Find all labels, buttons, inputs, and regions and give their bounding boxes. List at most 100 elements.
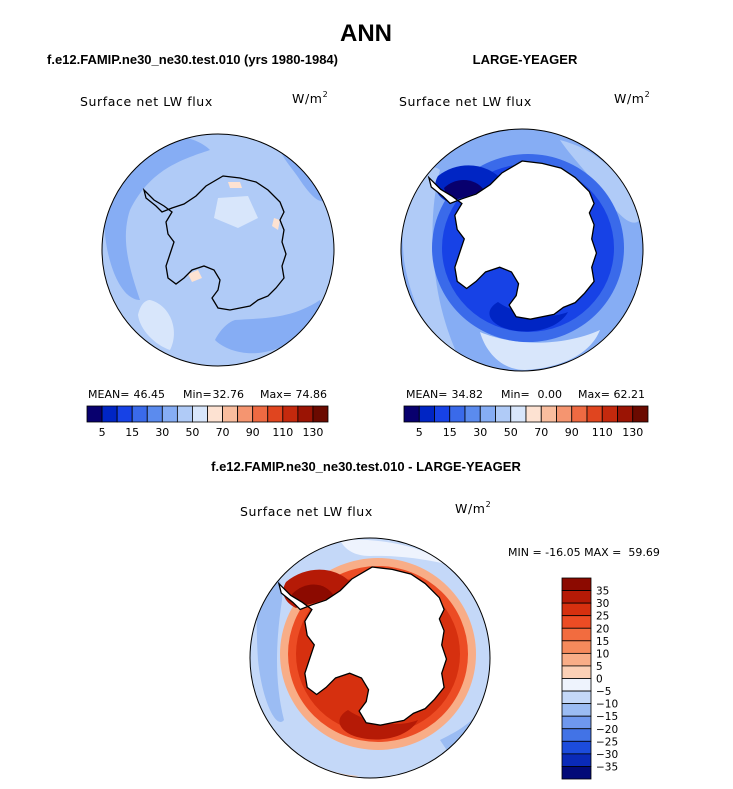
panel-b-colorbar-tick-label: 50 — [504, 426, 518, 439]
panel-c-colorbar-box — [561, 577, 592, 591]
panel-c-colorbar-box — [561, 640, 592, 654]
panel-b-colorbar-tick-label: 15 — [443, 426, 457, 439]
panel-a-max-value: 74.86 — [296, 388, 328, 401]
panel-b-colorbar-box — [510, 405, 527, 423]
panel-a-colorbar-box — [267, 405, 284, 423]
panel-a-map-border — [101, 133, 335, 367]
panel-c-title: f.e12.FAMIP.ne30_ne30.test.010 - LARGE-Y… — [211, 459, 521, 474]
panel-b-colorbar-tick-label: 130 — [622, 426, 643, 439]
panel-a-colorbar-tick-label: 130 — [302, 426, 323, 439]
panel-a-colorbar-box — [101, 405, 118, 423]
panel-b-mean-label: MEAN= — [406, 388, 447, 401]
panel-c-colorbar-tick-label: 25 — [596, 611, 609, 623]
panel-a-ocean-blob — [138, 300, 174, 350]
panel-a-colorbar-box — [146, 405, 163, 423]
panel-b-ocean-blob — [480, 330, 600, 370]
panel-a-colorbar-box — [282, 405, 299, 423]
panel-c-weddell-core — [292, 584, 334, 606]
panel-c-colorbar-box — [561, 740, 592, 755]
panel-a-colorbar-tick-label: 90 — [246, 426, 260, 439]
panel-b-min-label: Min= — [501, 388, 530, 401]
panel-b-colorbar-box — [632, 405, 649, 423]
panel-a-colorbar-tick-label: 50 — [185, 426, 199, 439]
panel-a-map — [102, 134, 334, 366]
panel-b-colorbar-tick-label: 30 — [473, 426, 487, 439]
panel-c-units: W/m2 — [455, 500, 491, 516]
panel-b-colorbar-box — [586, 405, 603, 423]
panel-a-ocean-blob — [103, 136, 210, 300]
panel-a-units: W/m2 — [292, 90, 328, 106]
panel-c-colorbar-box — [561, 728, 592, 742]
panel-b: Surface net LW flux W/m2 MEAN= 34.82 Mi — [399, 90, 650, 439]
panel-c-colorbar-box — [561, 715, 592, 730]
panel-c-colorbar-box — [561, 690, 592, 705]
panel-b-colorbar-tick-label: 70 — [534, 426, 548, 439]
panel-a-colorbar-box — [297, 405, 314, 423]
panel-a-colorbar-tick-label: 30 — [155, 426, 169, 439]
panel-a-ice-shelf-patch — [228, 182, 242, 188]
panel-b-colorbar-tick-label: 110 — [592, 426, 613, 439]
panel-a-colorbar-tick-label: 70 — [216, 426, 230, 439]
panel-a-colorbar-box — [116, 405, 133, 423]
panel-a-min-label: Min= — [183, 388, 212, 401]
panel-c-colorbar-tick-label: −10 — [596, 699, 618, 711]
panel-c-colorbar-tick-label: 35 — [596, 586, 609, 598]
panel-c-ocean-blob — [256, 575, 284, 722]
panel-c-colorbar-tick-label: −5 — [596, 686, 611, 698]
panel-b-colorbar-box — [479, 405, 496, 423]
panel-a-min-value: 32.76 — [213, 388, 245, 401]
panel-c-colorbar-tick-label: 20 — [596, 623, 609, 635]
panel-b-colorbar-box — [525, 405, 542, 423]
panel-b-colorbar-box — [434, 405, 451, 423]
panel-a-colorbar-box — [207, 405, 223, 423]
figure-title: ANN — [340, 20, 392, 47]
panel-a-colorbar-tick-label: 15 — [125, 426, 139, 439]
panel-a-ocean-blob — [280, 150, 326, 202]
panel-b-units: W/m2 — [614, 90, 650, 106]
panel-b-colorbar-box — [571, 405, 588, 423]
panel-b-map — [401, 129, 643, 371]
panel-a-colorbar-box — [192, 405, 208, 423]
panel-b-mean-value: 34.82 — [452, 388, 484, 401]
panel-c-colorbar-tick-label: 0 — [596, 674, 603, 686]
panel-a-colorbar-tick-label: 5 — [99, 426, 106, 439]
panel-b-title: LARGE-YEAGER — [473, 52, 578, 67]
panel-c-variable-label: Surface net LW flux — [240, 504, 373, 519]
panel-b-map-border — [400, 128, 644, 372]
panel-b-ocean-blob — [560, 140, 640, 223]
panel-a-colorbar-box — [222, 405, 239, 423]
panel-b-colorbar-box — [464, 405, 481, 423]
panel-c-map-border — [249, 537, 491, 779]
panel-b-colorbar-box — [556, 405, 573, 423]
panel-c-colorbar-box — [561, 627, 592, 642]
panel-c-min-max: MIN = -16.05 MAX = 59.69 — [508, 546, 660, 559]
panel-b-colorbar-box — [449, 405, 466, 423]
panel-a-mean-label: MEAN= — [88, 388, 129, 401]
panel-b-min-value: 0.00 — [538, 388, 563, 401]
panel-b-colorbar: 5 15 30 50 70 90 110 130 — [403, 405, 649, 439]
panel-c-colorbar-box — [561, 665, 592, 679]
panel-b-colorbar-box — [418, 405, 435, 423]
panel-b-stats: MEAN= 34.82 Min= 0.00 Max= 62.21 — [406, 388, 645, 401]
panel-b-max-label: Max= — [578, 388, 610, 401]
panel-c-colorbar-box — [561, 703, 592, 717]
panel-b-colorbar-box — [495, 405, 512, 423]
panel-c: Surface net LW flux W/m2 MIN = -16.05 MA… — [240, 500, 660, 780]
panel-b-ocean-blob — [402, 167, 460, 360]
panel-a-variable-label: Surface net LW flux — [80, 94, 213, 109]
panel-b-colorbar-box — [403, 405, 420, 423]
panel-c-colorbar-box — [561, 615, 592, 629]
panel-a-colorbar-box — [131, 405, 148, 423]
panel-a-colorbar-box — [252, 405, 269, 423]
panel-a-colorbar-box — [176, 405, 193, 423]
panel-c-colorbar-tick-label: −30 — [596, 749, 618, 761]
panel-c-colorbar-tick-label: 15 — [596, 636, 609, 648]
panel-c-colorbar-box — [561, 590, 592, 604]
panel-c-colorbar-tick-label: 10 — [596, 648, 609, 660]
panel-a-colorbar-box — [161, 405, 178, 423]
panel-c-colorbar-box — [561, 652, 592, 667]
panel-a-interior-patch — [214, 196, 258, 228]
panel-b-variable-label: Surface net LW flux — [399, 94, 532, 109]
